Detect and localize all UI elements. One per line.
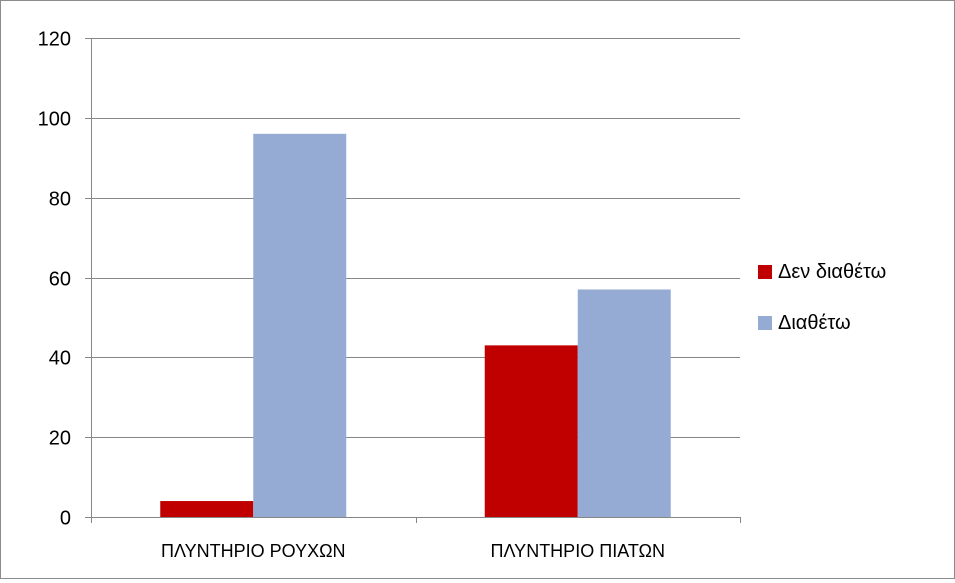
bar-diatheto-1 xyxy=(577,289,671,517)
legend: Δεν διαθέτω Διαθέτω xyxy=(758,261,886,334)
legend-label-1: Διαθέτω xyxy=(778,312,851,334)
bar-den-diatheto-1 xyxy=(484,345,578,517)
bars xyxy=(160,133,671,518)
legend-swatch-0 xyxy=(758,265,772,279)
legend-swatch-1 xyxy=(758,316,772,330)
y-tick-label: 100 xyxy=(38,109,71,131)
y-tick-label: 20 xyxy=(49,428,71,450)
y-tick-label: 60 xyxy=(49,269,71,291)
y-axis-tick-labels: 0 20 40 60 80 100 120 xyxy=(38,29,71,530)
axes xyxy=(85,38,741,523)
y-tick-label: 0 xyxy=(60,508,71,530)
legend-label-0: Δεν διαθέτω xyxy=(778,261,886,283)
bar-diatheto-0 xyxy=(253,133,347,518)
bar-den-diatheto-0 xyxy=(160,501,254,517)
y-tick-label: 120 xyxy=(38,29,71,51)
y-tick-label: 80 xyxy=(49,189,71,211)
x-tick-label: ΠΛΥΝΤΗΡΙΟ ΠΙΑΤΩΝ xyxy=(491,541,666,561)
y-tick-label: 40 xyxy=(49,348,71,370)
x-tick-label: ΠΛΥΝΤΗΡΙΟ ΡΟΥΧΩΝ xyxy=(161,541,346,561)
x-axis-tick-labels: ΠΛΥΝΤΗΡΙΟ ΡΟΥΧΩΝ ΠΛΥΝΤΗΡΙΟ ΠΙΑΤΩΝ xyxy=(161,541,665,561)
